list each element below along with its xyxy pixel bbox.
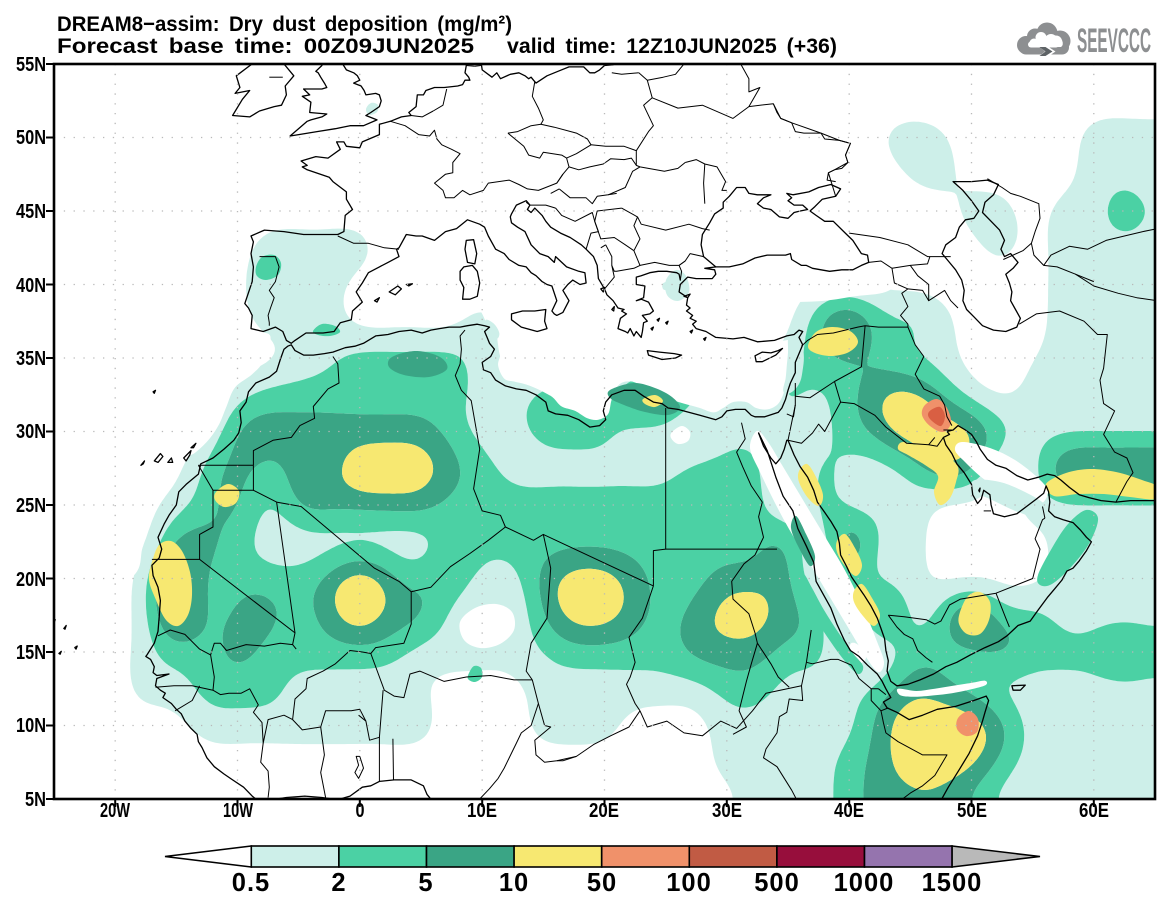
svg-text:SEEVCCC: SEEVCCC [1077, 22, 1151, 60]
svg-text:30E: 30E [712, 799, 742, 822]
svg-text:55N: 55N [16, 53, 46, 76]
svg-text:2: 2 [331, 869, 346, 897]
svg-text:1000: 1000 [834, 869, 895, 897]
svg-text:500: 500 [754, 869, 800, 897]
svg-text:5: 5 [418, 869, 433, 897]
svg-text:40N: 40N [16, 274, 46, 297]
svg-text:20N: 20N [16, 568, 46, 591]
svg-text:0: 0 [356, 799, 365, 822]
svg-text:25N: 25N [16, 494, 46, 517]
svg-text:10: 10 [499, 869, 529, 897]
svg-text:20W: 20W [100, 799, 130, 822]
svg-text:1500: 1500 [922, 869, 983, 897]
svg-text:50E: 50E [957, 799, 987, 822]
svg-text:0.5: 0.5 [232, 869, 270, 897]
svg-text:10N: 10N [16, 714, 46, 737]
svg-text:100: 100 [666, 869, 712, 897]
svg-text:15N: 15N [16, 641, 46, 664]
svg-text:5N: 5N [25, 788, 46, 811]
svg-text:60E: 60E [1079, 799, 1109, 822]
svg-text:Forecast base time: 00Z09JUN20: Forecast base time: 00Z09JUN2025 valid ti… [57, 34, 837, 58]
svg-text:50N: 50N [16, 126, 46, 149]
svg-text:45N: 45N [16, 200, 46, 223]
svg-text:50: 50 [587, 869, 617, 897]
svg-text:40E: 40E [834, 799, 864, 822]
svg-text:30N: 30N [16, 420, 46, 443]
svg-text:35N: 35N [16, 347, 46, 370]
svg-text:DREAM8−assim: Dry dust deposit: DREAM8−assim: Dry dust deposition (mg/m²… [57, 12, 512, 36]
svg-text:20E: 20E [589, 799, 619, 822]
svg-text:10W: 10W [223, 799, 253, 822]
svg-text:10E: 10E [467, 799, 497, 822]
